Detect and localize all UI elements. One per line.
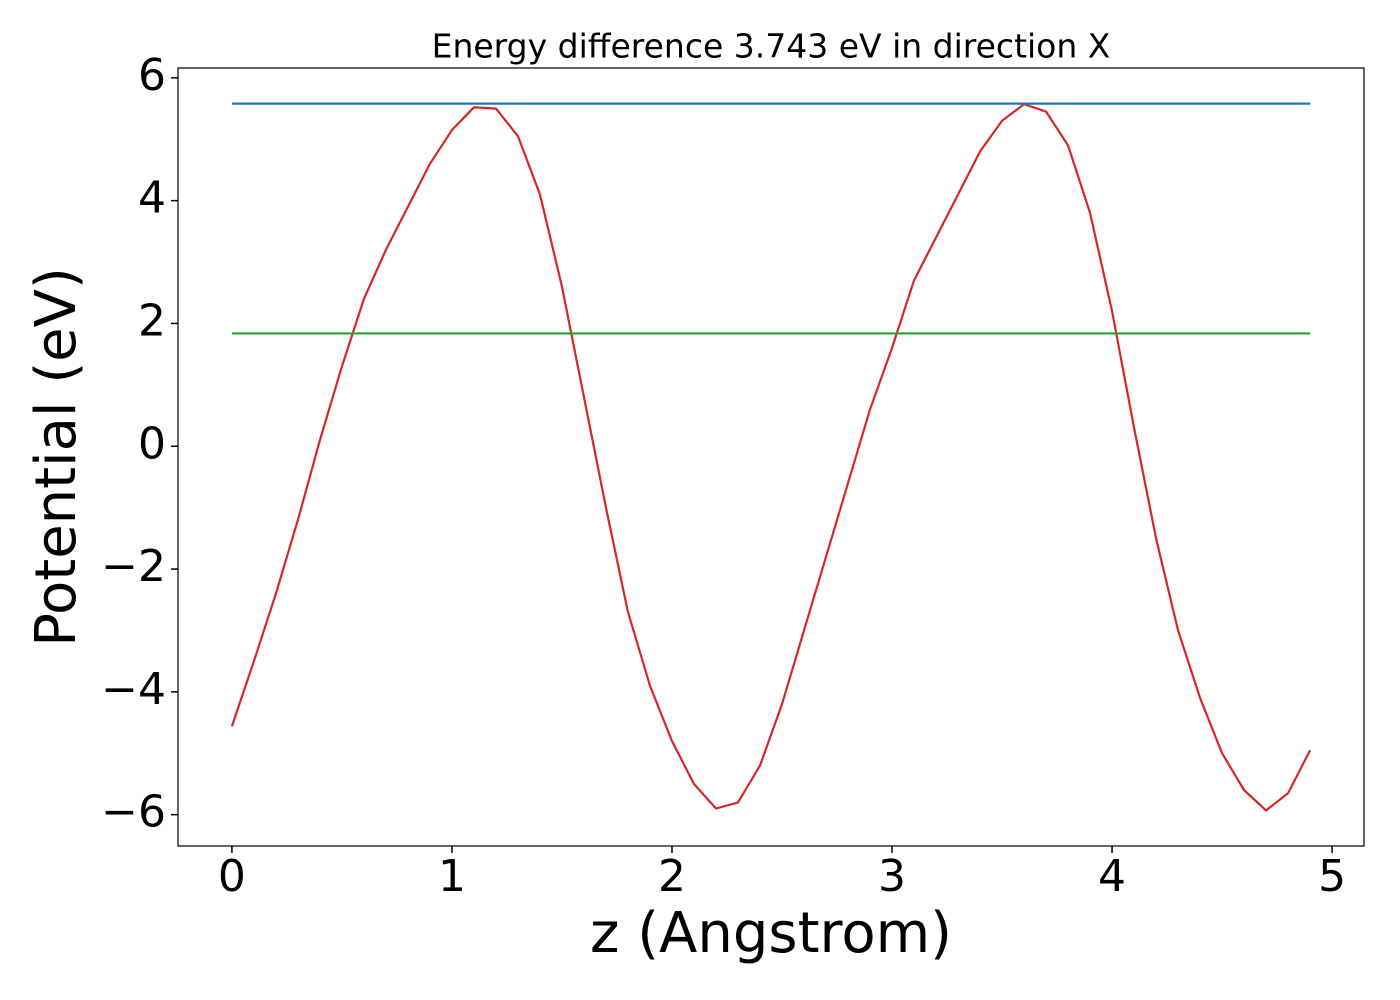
y-tick-label: 0	[138, 418, 166, 469]
x-tick-label: 0	[218, 851, 246, 902]
chart-title: Energy difference 3.743 eV in direction …	[432, 27, 1111, 66]
x-tick-label: 2	[658, 851, 686, 902]
y-axis-label: Potential (eV)	[24, 267, 89, 647]
series-line	[230, 103, 1312, 812]
x-tick-label: 5	[1318, 851, 1346, 902]
plot-frame	[177, 67, 1365, 847]
y-tick-label: −2	[101, 541, 166, 592]
x-axis-label: z (Angstrom)	[590, 901, 952, 966]
y-tick-label: 2	[138, 295, 166, 346]
y-tick-label: 6	[138, 50, 166, 101]
y-tick-label: 4	[138, 173, 166, 224]
y-tick-label: −4	[101, 664, 166, 715]
x-tick-label: 4	[1098, 851, 1126, 902]
x-tick-label: 3	[878, 851, 906, 902]
y-tick-label: −6	[101, 787, 166, 838]
x-tick-label: 1	[438, 851, 466, 902]
